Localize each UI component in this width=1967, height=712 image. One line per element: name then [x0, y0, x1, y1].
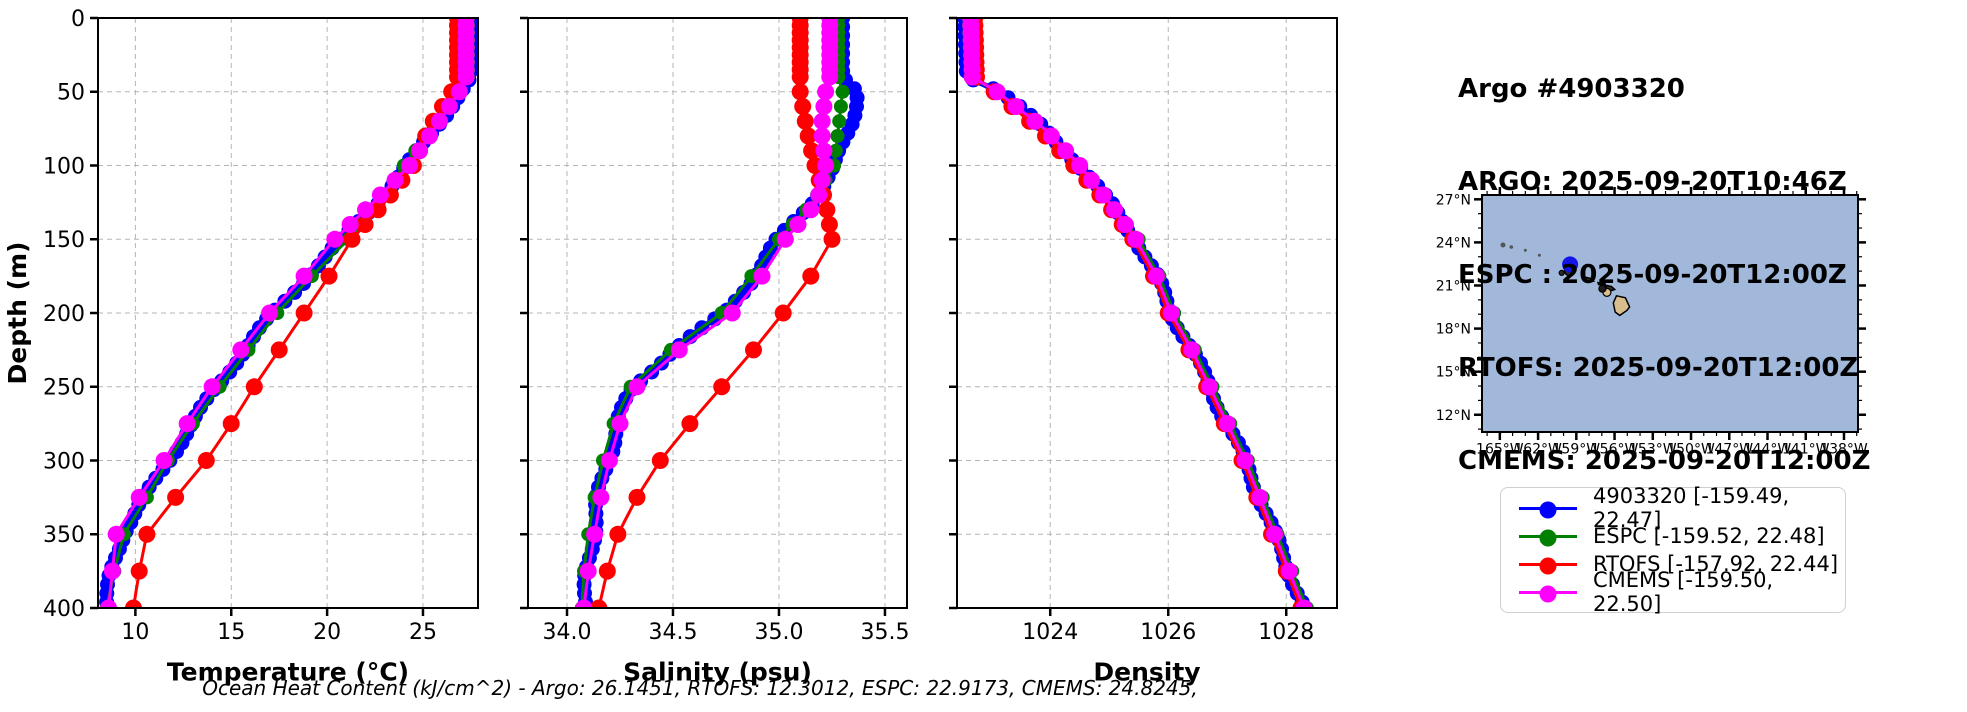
- series-CMEMS: [100, 18, 475, 608]
- map-ocean: [1482, 195, 1858, 432]
- svg-text:159°W: 159°W: [1553, 442, 1601, 458]
- argo-float-position-marker: [1562, 256, 1579, 273]
- legend: 4903320 [-159.49, 22.47] ESPC [-159.52, …: [1500, 484, 1846, 616]
- legend-line-swatch: [1519, 501, 1577, 518]
- legend-marker-dot: [1539, 557, 1557, 574]
- legend-marker-dot: [1539, 585, 1557, 602]
- temperature-profile: 10 15 20 25050100150200250300350400Temperat…: [3, 7, 479, 686]
- svg-text:150: 150: [43, 228, 85, 253]
- legend-marker-dot: [1539, 529, 1557, 546]
- svg-text:350: 350: [43, 523, 85, 548]
- series-CMEMS: [575, 18, 839, 608]
- svg-text:1026: 1026: [1140, 620, 1196, 645]
- series-RTOFS: [590, 18, 841, 608]
- title-cmems-time: CMEMS: 2025-09-20T12:00Z: [1458, 446, 1871, 476]
- svg-text:250: 250: [43, 376, 85, 401]
- svg-text:21°N: 21°N: [1436, 279, 1471, 295]
- svg-text:34.5: 34.5: [648, 620, 697, 645]
- svg-text:100: 100: [43, 154, 85, 179]
- map-island: [1558, 269, 1565, 276]
- title-rtofs-time: RTOFS: 2025-09-20T12:00Z: [1458, 353, 1859, 383]
- title-espc-time: ESPC : 2025-09-20T12:00Z: [1458, 260, 1847, 290]
- salinity-profile: 34.0 34.5 35.0 35.5 Salinity (psu): [520, 16, 909, 686]
- svg-text:1024: 1024: [1022, 620, 1078, 645]
- svg-text:20: 20: [313, 620, 341, 645]
- svg-text:141°W: 141°W: [1782, 442, 1830, 458]
- svg-text:150°W: 150°W: [1667, 442, 1715, 458]
- map-island: [1596, 281, 1607, 286]
- svg-text:300: 300: [43, 449, 85, 474]
- xlabel-salinity-profile: Salinity (psu): [623, 657, 812, 686]
- title-argo-time: ARGO: 2025-09-20T10:46Z: [1458, 167, 1847, 197]
- map-island: [1537, 253, 1541, 257]
- title-argo-id: Argo #4903320: [1458, 74, 1685, 104]
- svg-text:0: 0: [71, 7, 85, 32]
- svg-text:147°W: 147°W: [1705, 442, 1753, 458]
- svg-text:156°W: 156°W: [1591, 442, 1639, 458]
- map-island: [1612, 294, 1631, 317]
- legend-item-espc: ESPC [-159.52, 22.48]: [1519, 522, 1845, 550]
- xlabel-temperature-profile: Temperature (°C): [167, 657, 409, 686]
- svg-text:138°W: 138°W: [1820, 442, 1868, 458]
- svg-text:400: 400: [43, 597, 85, 622]
- legend-line-swatch: [1519, 529, 1577, 546]
- svg-text:15: 15: [217, 620, 245, 645]
- legend-item-argo: 4903320 [-159.49, 22.47]: [1519, 484, 1845, 532]
- xlabel-density-profile: Density: [1093, 657, 1200, 686]
- svg-text:1028: 1028: [1258, 620, 1314, 645]
- svg-text:153°W: 153°W: [1629, 442, 1677, 458]
- svg-text:10: 10: [121, 620, 149, 645]
- legend-label: ESPC [-159.52, 22.48]: [1593, 524, 1825, 548]
- ylabel-depth: Depth (m): [3, 242, 32, 385]
- legend-item-cmems: CMEMS [-159.50, 22.50]: [1519, 568, 1845, 616]
- svg-text:200: 200: [43, 302, 85, 327]
- svg-text:34.0: 34.0: [543, 620, 592, 645]
- map-island: [1523, 248, 1527, 252]
- series-4903320: [99, 18, 478, 608]
- svg-text:25: 25: [409, 620, 437, 645]
- hawaii-location-map: 165°W162°W159°W156°W153°W150°W147°W144°W…: [1436, 187, 1868, 458]
- map-island: [1509, 245, 1514, 249]
- map-island: [1584, 276, 1596, 283]
- svg-text:50: 50: [57, 81, 85, 106]
- series-CMEMS: [962, 18, 1313, 608]
- density-profile: 1024 1026 1028 Density: [949, 16, 1338, 686]
- map-island: [1500, 242, 1506, 248]
- svg-text:162°W: 162°W: [1514, 442, 1562, 458]
- svg-text:24°N: 24°N: [1436, 235, 1471, 251]
- ocean-heat-content-caption: Ocean Heat Content (kJ/cm^2) - Argo: 26.…: [202, 676, 1198, 700]
- figure-title-block: Argo #4903320 ARGO: 2025-09-20T10:46Z ES…: [1458, 12, 1870, 539]
- legend-label: 4903320 [-159.49, 22.47]: [1593, 484, 1790, 532]
- legend-label: CMEMS [-159.50, 22.50]: [1593, 568, 1774, 616]
- legend-line-swatch: [1519, 585, 1577, 602]
- legend-label: RTOFS [-157.92, 22.44]: [1593, 552, 1839, 576]
- svg-text:35.5: 35.5: [860, 620, 909, 645]
- legend-line-swatch: [1519, 557, 1577, 574]
- svg-text:35.0: 35.0: [754, 620, 803, 645]
- svg-text:165°W: 165°W: [1476, 442, 1524, 458]
- svg-text:15°N: 15°N: [1436, 365, 1471, 381]
- legend-marker-dot: [1539, 501, 1557, 518]
- svg-text:27°N: 27°N: [1436, 192, 1471, 208]
- svg-text:18°N: 18°N: [1436, 322, 1471, 338]
- svg-text:144°W: 144°W: [1744, 442, 1792, 458]
- legend-item-rtofs: RTOFS [-157.92, 22.44]: [1519, 550, 1845, 578]
- svg-text:12°N: 12°N: [1436, 408, 1471, 424]
